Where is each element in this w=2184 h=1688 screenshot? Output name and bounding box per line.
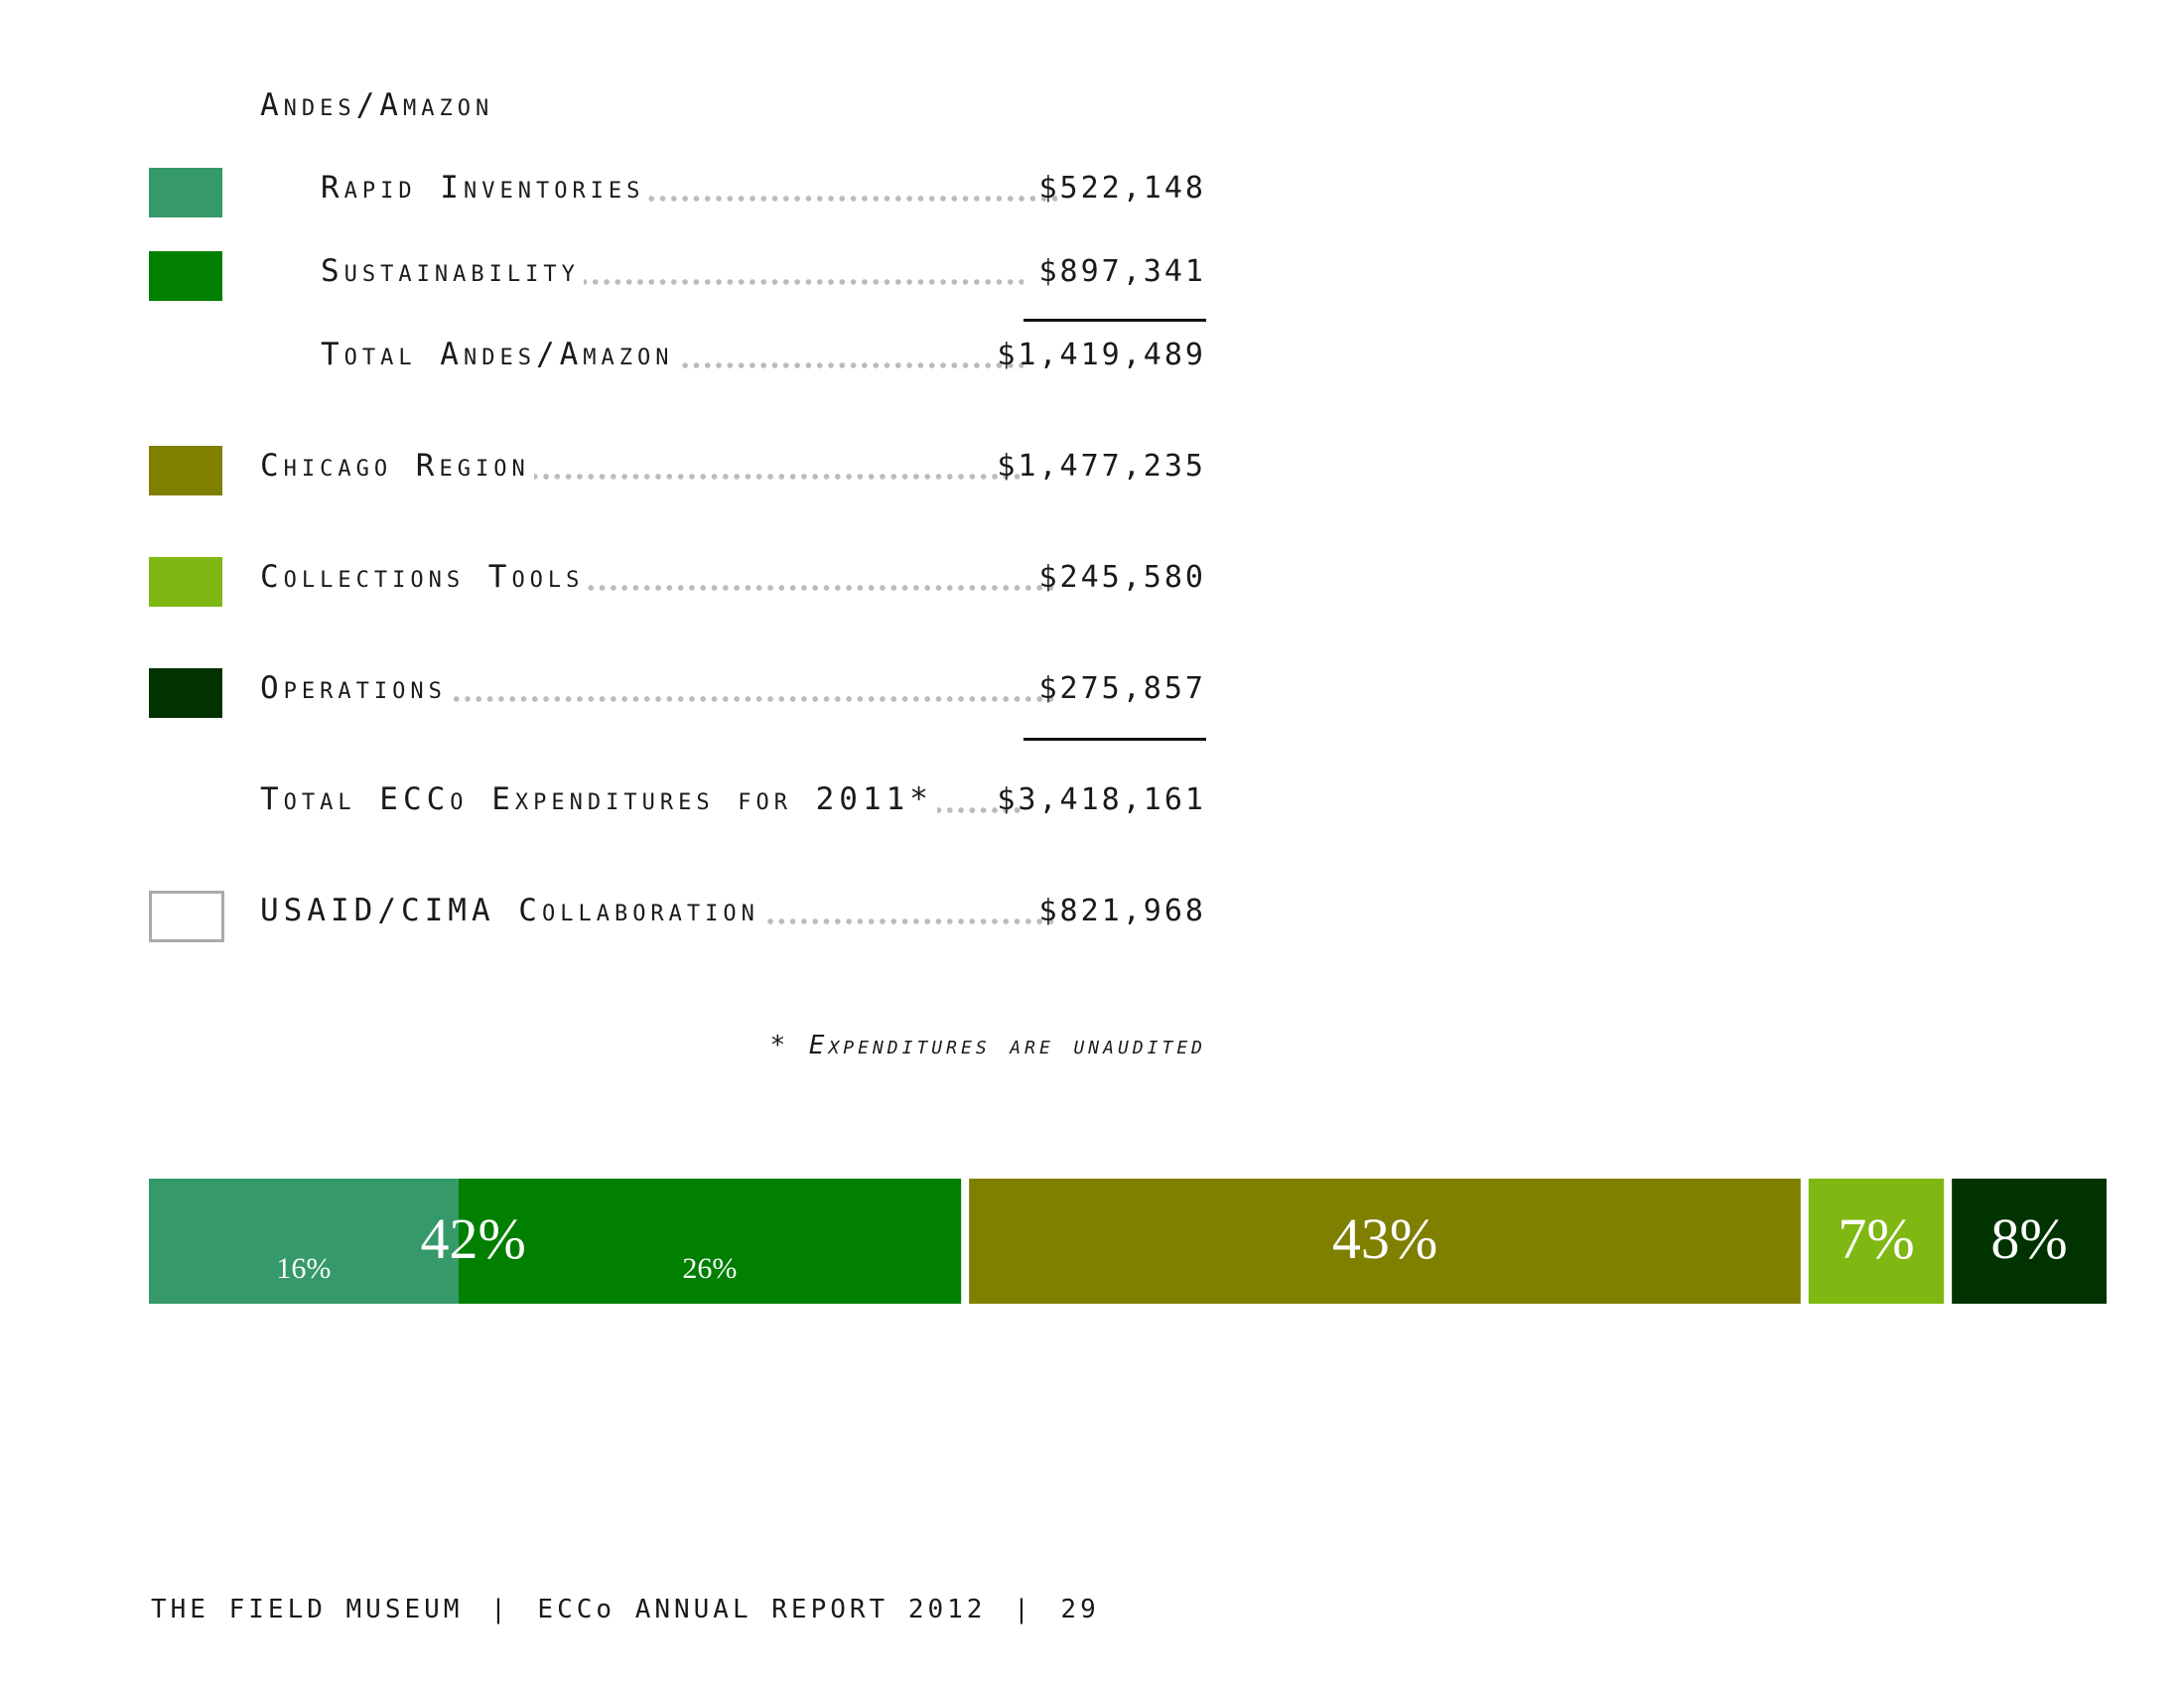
section-title: Andes/Amazon	[260, 87, 494, 123]
group-percent-label: 42%	[421, 1206, 526, 1271]
dot-leader	[260, 585, 1055, 591]
color-swatch	[149, 251, 222, 301]
color-swatch	[149, 891, 224, 942]
color-swatch	[149, 557, 222, 607]
legend-value: $3,418,161	[997, 782, 1206, 817]
legend-value: $897,341	[1038, 254, 1206, 289]
group-percent-label: 43%	[1332, 1206, 1437, 1271]
legend-value: $1,477,235	[997, 449, 1206, 484]
footer-separator: |	[1014, 1595, 1033, 1624]
legend-label: Collections Tools	[260, 559, 589, 595]
bar-segment	[458, 1179, 962, 1304]
dot-leader	[321, 279, 1024, 285]
dot-leader	[260, 474, 1024, 480]
legend-value: $275,857	[1038, 671, 1206, 706]
legend-row: Rapid Inventories $522,148	[0, 166, 1206, 206]
legend-row: Total Andes/Amazon $1,419,489	[0, 333, 1206, 372]
legend-row: Total ECCo Expenditures for 2011* $3,418,…	[0, 777, 1206, 817]
legend-label: Rapid Inventories	[321, 170, 649, 206]
dot-leader	[260, 696, 1055, 702]
legend-label: Total ECCo Expenditures for 2011*	[260, 781, 937, 817]
dot-leader	[321, 196, 1057, 202]
segment-label: 26%	[682, 1252, 737, 1285]
footer-page: 29	[1060, 1595, 1100, 1624]
total-rule	[1024, 738, 1206, 741]
footer-separator: |	[490, 1595, 510, 1624]
color-swatch	[149, 168, 222, 217]
group-percent-label: 7%	[1838, 1206, 1914, 1271]
legend-value: $1,419,489	[997, 338, 1206, 372]
legend-label: Total Andes/Amazon	[321, 337, 678, 372]
legend-label: Chicago Region	[260, 448, 534, 484]
color-swatch	[149, 668, 222, 718]
bar-segment	[1808, 1179, 1945, 1304]
segment-label: 16%	[276, 1252, 331, 1285]
bar-segment	[1952, 1179, 2107, 1304]
bar-segment	[969, 1179, 1801, 1304]
footnote: * Expenditures are unaudited	[769, 1031, 1206, 1060]
legend-label: USAID/CIMA Collaboration	[260, 893, 763, 928]
legend-value: $522,148	[1038, 171, 1206, 206]
subtotal-rule	[1024, 319, 1206, 322]
legend-row: Sustainability $897,341	[0, 249, 1206, 289]
footer-report: ECCo ANNUAL REPORT 2012	[537, 1595, 987, 1624]
legend-value: $821,968	[1038, 894, 1206, 928]
legend-row: USAID/CIMA Collaboration $821,968	[0, 889, 1206, 928]
footer-org: THE FIELD MUSEUM	[151, 1595, 464, 1624]
legend-row: Collections Tools $245,580	[0, 555, 1206, 595]
group-percent-label: 8%	[1990, 1206, 2067, 1271]
legend-row: Chicago Region $1,477,235	[0, 444, 1206, 484]
color-swatch	[149, 446, 222, 495]
bar-segment	[149, 1179, 459, 1304]
legend-value: $245,580	[1038, 560, 1206, 595]
legend-row: Operations $275,857	[0, 666, 1206, 706]
legend-label: Sustainability	[321, 253, 584, 289]
legend-label: Operations	[260, 670, 451, 706]
footer: THE FIELD MUSEUM | ECCo ANNUAL REPORT 20…	[151, 1595, 1100, 1624]
